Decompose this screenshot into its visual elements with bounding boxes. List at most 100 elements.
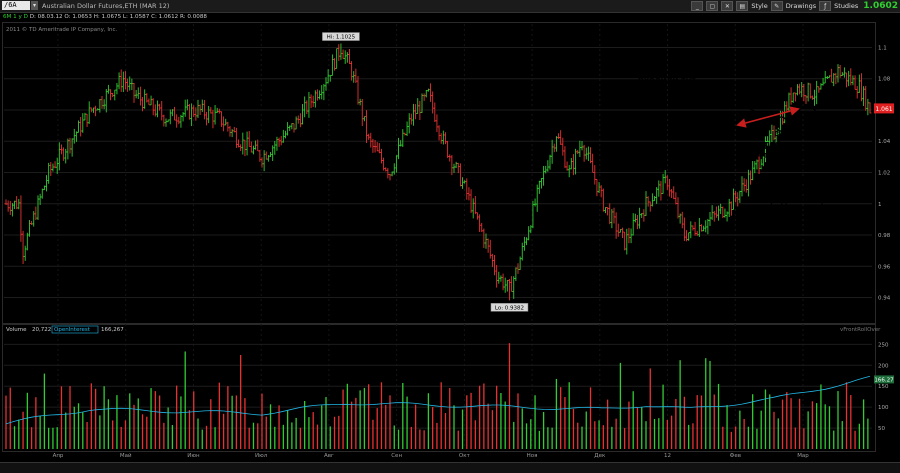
price-bar bbox=[458, 163, 462, 187]
drawings-menu[interactable]: Drawings bbox=[785, 2, 817, 10]
price-bar bbox=[298, 113, 302, 128]
price-bar bbox=[305, 100, 309, 115]
studies-icon[interactable]: ƒ bbox=[819, 1, 832, 11]
price-bar bbox=[723, 208, 727, 218]
price-bar bbox=[187, 103, 191, 120]
oi-legend-value: 166,267 bbox=[101, 327, 124, 333]
close-icon[interactable]: ✕ bbox=[721, 1, 734, 11]
price-bar bbox=[595, 178, 599, 197]
price-bar bbox=[591, 153, 595, 173]
price-bar bbox=[853, 75, 857, 90]
price-bar bbox=[27, 220, 31, 237]
price-bar bbox=[565, 161, 569, 171]
price-bar bbox=[292, 123, 296, 133]
svg-text:Hi: 1.1025: Hi: 1.1025 bbox=[327, 35, 356, 41]
profit-note-line: делался вход, bbox=[780, 172, 844, 183]
price-bar bbox=[525, 237, 529, 246]
price-bar bbox=[866, 98, 870, 116]
price-bar bbox=[98, 99, 102, 113]
price-bar bbox=[185, 99, 189, 111]
style-menu[interactable]: Style bbox=[751, 2, 768, 10]
info-high: H: 1.0675 bbox=[93, 14, 122, 20]
price-bar bbox=[539, 178, 543, 189]
price-bar bbox=[190, 103, 194, 127]
price-bar bbox=[237, 139, 241, 148]
current-price-tag bbox=[874, 103, 894, 114]
price-bar bbox=[857, 74, 861, 94]
price-bar bbox=[864, 85, 868, 111]
copyright-text: 2011 © TD Ameritrade IP Company, Inc. bbox=[6, 26, 118, 33]
price-tick-label: 0.96 bbox=[878, 264, 891, 270]
price-bar bbox=[443, 132, 447, 145]
price-bar bbox=[375, 142, 379, 152]
time-tick-label: Апр bbox=[53, 453, 64, 459]
price-bar bbox=[789, 87, 793, 105]
price-bar bbox=[315, 89, 319, 101]
instrument-title: Australian Dollar Futures,ETH (MAR 12) bbox=[42, 2, 170, 10]
price-chart-panel[interactable] bbox=[2, 22, 876, 324]
price-bar bbox=[343, 50, 347, 64]
price-bar bbox=[813, 89, 817, 106]
price-bar bbox=[109, 89, 113, 101]
studies-menu[interactable]: Studies bbox=[834, 2, 859, 10]
price-bar bbox=[143, 89, 147, 109]
price-bar bbox=[228, 125, 232, 137]
price-bar bbox=[456, 162, 460, 174]
style-icon[interactable]: ▤ bbox=[736, 1, 749, 11]
price-bar bbox=[823, 70, 827, 84]
time-tick-label: Фев bbox=[730, 453, 741, 459]
price-bar bbox=[740, 176, 744, 197]
price-bar bbox=[657, 180, 661, 197]
price-bar bbox=[277, 137, 281, 147]
price-bar bbox=[335, 48, 339, 69]
price-bar bbox=[79, 117, 83, 137]
price-bar bbox=[377, 143, 381, 154]
volume-legend-label: Volume bbox=[6, 327, 27, 333]
price-bar bbox=[653, 195, 657, 202]
price-bar bbox=[360, 98, 364, 126]
price-bar bbox=[94, 105, 98, 117]
bottom-scroll-bar[interactable] bbox=[0, 462, 900, 473]
price-bar bbox=[40, 188, 44, 199]
price-bar bbox=[439, 133, 443, 144]
volume-chart-panel[interactable] bbox=[2, 324, 876, 452]
price-bar bbox=[62, 147, 66, 161]
price-bar bbox=[567, 164, 571, 178]
price-bar bbox=[836, 64, 840, 83]
oi-legend-label: OpenInterest bbox=[54, 327, 91, 333]
price-bar bbox=[680, 211, 684, 229]
time-tick-label: Ноя bbox=[527, 453, 538, 459]
aggregation-label[interactable]: 6M 1 y D bbox=[3, 14, 28, 20]
price-bar bbox=[330, 54, 334, 76]
current-price-tag-label: 1.061 bbox=[875, 106, 892, 113]
price-bar bbox=[516, 263, 520, 274]
info-close: C: 1.0612 bbox=[151, 14, 179, 20]
ohlc-info-bar: 6M 1 y D D: 08.03.12 O: 1.0653 H: 1.0675… bbox=[0, 13, 900, 22]
drawings-icon[interactable]: ✎ bbox=[770, 1, 783, 11]
price-bar bbox=[81, 113, 85, 133]
restore-icon[interactable]: ▢ bbox=[706, 1, 719, 11]
price-bar bbox=[247, 131, 251, 147]
price-bar bbox=[407, 113, 411, 134]
price-bar bbox=[222, 116, 226, 132]
price-bar bbox=[633, 213, 637, 223]
price-bar bbox=[635, 214, 639, 230]
price-bar bbox=[817, 86, 821, 93]
minimize-icon[interactable]: _ bbox=[691, 1, 704, 11]
price-bar bbox=[574, 148, 578, 175]
symbol-input[interactable]: /6A bbox=[2, 1, 30, 10]
price-bar bbox=[802, 83, 806, 102]
price-bar bbox=[832, 73, 836, 87]
price-bar bbox=[104, 89, 108, 113]
price-bar bbox=[612, 207, 616, 224]
price-bar bbox=[738, 190, 742, 203]
price-bar bbox=[356, 75, 360, 105]
symbol-dropdown-icon[interactable]: ▾ bbox=[31, 1, 38, 10]
price-bar bbox=[168, 109, 172, 125]
svg-text:Lo: 0.9382: Lo: 0.9382 bbox=[495, 305, 524, 311]
price-bar bbox=[687, 232, 691, 241]
price-bar bbox=[493, 255, 497, 276]
price-bar bbox=[243, 139, 247, 157]
price-bar bbox=[488, 239, 492, 259]
